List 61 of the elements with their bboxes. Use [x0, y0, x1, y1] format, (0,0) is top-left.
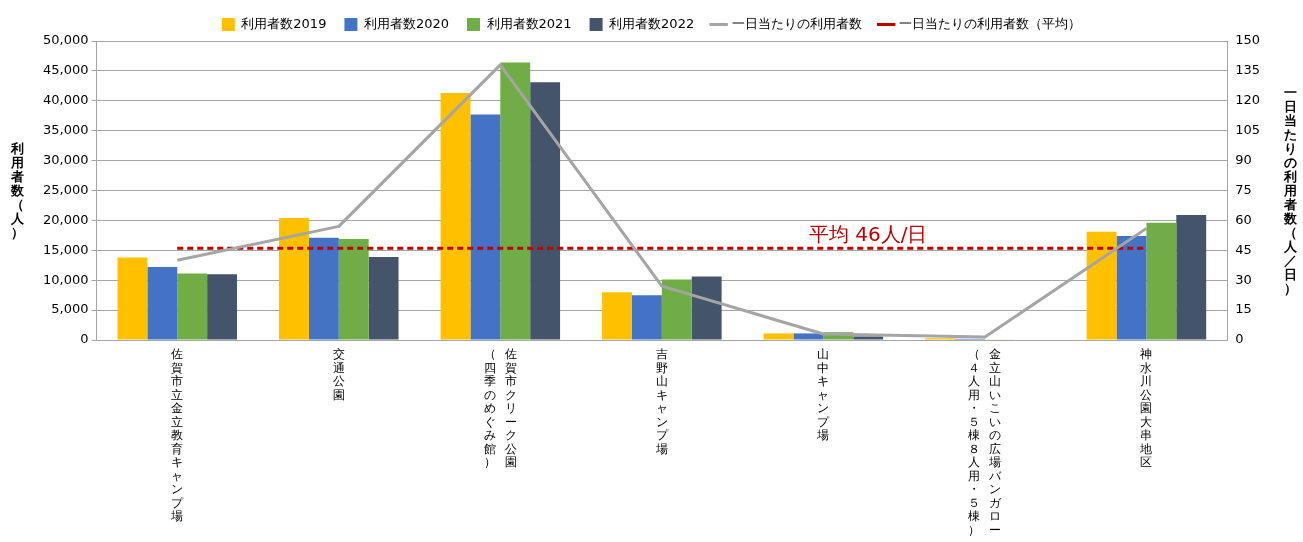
annotation: 平均 46人/日	[808, 222, 928, 247]
category-label: 金立山いこいの広場バンガロー（４人用・５棟８人用・５棟）	[968, 347, 1002, 537]
text: 一日当たりの利用者数（人／日）	[1283, 84, 1297, 296]
bar	[853, 336, 884, 340]
x-tick-label: 交通公園	[331, 347, 346, 402]
legend-label: 利用者数2022	[609, 15, 695, 31]
bar	[691, 276, 722, 340]
y2-tick-label: 120	[1235, 92, 1261, 108]
y2-tick-label: 75	[1235, 181, 1252, 197]
legend-label: 利用者数2019	[241, 15, 327, 31]
bar	[147, 267, 178, 340]
y-tick-label: 15,000	[42, 241, 89, 257]
y-tick-label: 20,000	[42, 211, 89, 227]
y2-tick-label: 150	[1235, 32, 1261, 48]
legend-label: 一日当たりの利用者数（平均）	[899, 15, 1082, 31]
bar	[631, 295, 662, 340]
y2-tick-label: 60	[1235, 211, 1252, 227]
y2-tick-label: 30	[1235, 271, 1252, 287]
bar	[500, 62, 531, 340]
y2-tick-label: 15	[1235, 301, 1252, 317]
bar	[1146, 222, 1177, 340]
bar	[470, 114, 501, 340]
y-tick-label: 5,000	[51, 301, 89, 317]
y2-tick-label: 105	[1235, 122, 1261, 138]
category-label: 佐賀市立金立教育キャンプ場	[171, 347, 184, 523]
y-tick-label: 10,000	[42, 271, 89, 287]
y-tick-label: 50,000	[42, 32, 89, 48]
category-label: 佐賀市クリーク公園（四季のめぐみ館）	[483, 347, 517, 469]
bar	[602, 292, 632, 340]
y2-tick-label: 90	[1235, 151, 1252, 167]
bar	[1176, 215, 1207, 340]
y-tick-label: 25,000	[42, 181, 89, 197]
bar	[440, 93, 471, 340]
bar	[368, 256, 399, 340]
bar	[1086, 231, 1117, 340]
x-tick-label: 山中キャンプ場	[816, 347, 831, 443]
legend-label: 利用者数2020	[363, 15, 450, 31]
bar	[279, 218, 309, 340]
bar	[177, 273, 208, 340]
y2-tick-label: 135	[1235, 62, 1261, 78]
bar	[308, 237, 339, 340]
category-label: 神水川公園大串地区	[1140, 347, 1153, 469]
bar	[793, 333, 824, 340]
bar	[117, 257, 148, 340]
y-axis-title: 利用者数（人）	[9, 140, 25, 240]
y2-tick-label: 45	[1235, 241, 1252, 257]
y-tick-label: 45,000	[42, 62, 89, 78]
y-tick-label: 35,000	[42, 122, 89, 138]
legend-label: 利用者数2021	[486, 15, 572, 31]
bar	[530, 82, 561, 340]
bar	[661, 279, 692, 340]
y-tick-label: 0	[80, 331, 89, 347]
y-tick-label: 30,000	[42, 151, 89, 167]
y2-tick-label: 0	[1235, 331, 1244, 347]
x-tick-label: 吉野山キャンプ場	[654, 347, 670, 456]
bar	[338, 238, 369, 340]
bar	[207, 274, 238, 340]
bar	[1116, 235, 1147, 340]
bar	[763, 333, 794, 340]
y-tick-label: 40,000	[42, 92, 89, 108]
legend-label: 一日当たりの利用者数	[731, 15, 862, 31]
